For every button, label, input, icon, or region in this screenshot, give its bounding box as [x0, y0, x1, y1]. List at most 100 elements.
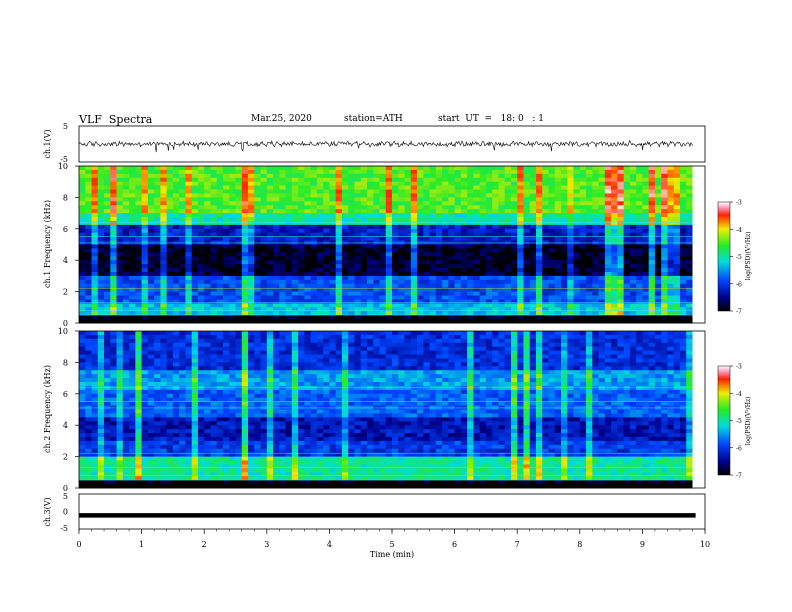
ch1-cell: [523, 307, 531, 312]
ch1-cell: [460, 173, 468, 179]
ch1-cell: [191, 252, 199, 257]
ch1-cell: [379, 220, 387, 226]
ch1-cell: [392, 205, 399, 210]
ch1-cell: [686, 189, 693, 194]
ch2-cell: [623, 331, 631, 336]
ch1-cell: [348, 256, 355, 261]
ch1-cell: [279, 283, 286, 289]
ch1-cell: [147, 299, 155, 304]
ch1-cell: [129, 244, 136, 249]
ch1-cell: [147, 236, 155, 241]
ch1-cell: [147, 224, 155, 230]
ch1-cell: [454, 197, 462, 202]
ch1-cell: [335, 213, 343, 218]
ch2-cell: [172, 334, 180, 340]
ch2-cell: [404, 338, 412, 344]
ch1-cell: [492, 268, 499, 273]
ch1-cell: [279, 205, 286, 210]
ch1-cell: [554, 193, 562, 198]
ch1-cell: [97, 232, 105, 238]
ch2-cell: [354, 350, 362, 355]
ch1-cell: [266, 287, 274, 293]
ch1-cell: [473, 291, 481, 296]
ch1-cell: [623, 275, 631, 281]
ch1-cell: [323, 228, 330, 234]
ch1-cell: [604, 169, 612, 175]
ch1-cell: [517, 213, 524, 218]
ch1-cell: [611, 217, 618, 222]
ch1-cell: [298, 248, 305, 253]
ch1-cell: [366, 197, 374, 202]
ch2-cell: [686, 350, 693, 355]
ch1-cell: [535, 205, 543, 210]
ch1-cell: [179, 264, 186, 269]
ch1-cell: [222, 181, 230, 187]
ch2-cell: [654, 358, 662, 363]
ch2-cell: [91, 366, 99, 371]
ch1-cell: [586, 193, 593, 198]
ch1-cell: [423, 189, 430, 194]
ch1-cell: [636, 275, 643, 281]
ch1-cell: [241, 193, 249, 198]
ch2-cell: [604, 342, 612, 348]
ch1-cell: [191, 315, 199, 320]
ch1-cell: [154, 295, 161, 300]
ch2-cell: [185, 346, 193, 352]
ch1-cell: [129, 256, 136, 261]
ch1-cell: [467, 299, 474, 304]
ch1-cell: [85, 283, 92, 289]
ch1-cell: [204, 213, 211, 218]
ch2-cell: [629, 334, 637, 340]
ch1-cell: [410, 275, 418, 281]
ch2-cell: [185, 334, 193, 340]
ch1-cell: [279, 279, 286, 285]
ch1-cell: [248, 295, 255, 300]
ch1-cell: [160, 236, 168, 241]
ch1-cell: [623, 213, 631, 218]
ch1-cell: [341, 287, 349, 293]
ch1-cell: [598, 193, 606, 198]
ch1-cell: [285, 224, 293, 230]
ch1-cell: [348, 275, 355, 281]
ch2-cell: [492, 366, 499, 371]
ch1-cell: [473, 299, 481, 304]
ch2-cell: [636, 334, 643, 340]
ch1-cell: [185, 252, 193, 257]
ch1-cell: [310, 217, 318, 222]
ch1-cell: [191, 197, 199, 202]
ch1-cell: [498, 205, 506, 210]
ch1-cell: [147, 244, 155, 249]
ch2-cell: [248, 366, 255, 371]
ch1-cell: [379, 189, 387, 194]
ch1-cell: [279, 224, 286, 230]
ch1-cell: [654, 173, 662, 179]
ch1-cell: [442, 248, 449, 253]
ch1-cell: [147, 248, 155, 253]
ch1-cell: [260, 177, 268, 183]
ch1-cell: [429, 256, 437, 261]
ch2-cell: [79, 362, 86, 367]
ch1-cell: [179, 232, 186, 238]
ch1-cell: [248, 173, 255, 179]
ch1-cell: [529, 275, 537, 281]
ch1-cell: [348, 213, 355, 218]
ch1-cell: [467, 307, 474, 312]
ch1-cell: [348, 193, 355, 198]
ch2-cell: [517, 331, 524, 336]
ch1-cell: [147, 287, 155, 293]
ch2-cell: [435, 346, 443, 352]
ch1-cell: [554, 275, 562, 281]
ch2-cell: [310, 358, 318, 363]
ch1-cell: [141, 224, 149, 230]
ch1-cell: [116, 181, 124, 187]
ch1-cell: [141, 197, 149, 202]
ch1-cell: [510, 209, 518, 214]
ch1-cell: [204, 173, 211, 179]
ch2-spectrogram-image: [79, 331, 705, 489]
ch1-cell: [366, 228, 374, 234]
ch2-cell: [329, 334, 337, 340]
ch2-cell: [604, 358, 612, 363]
ch2-cell: [304, 331, 312, 336]
ch1-cell: [442, 260, 449, 265]
ch1-cell: [667, 275, 675, 281]
